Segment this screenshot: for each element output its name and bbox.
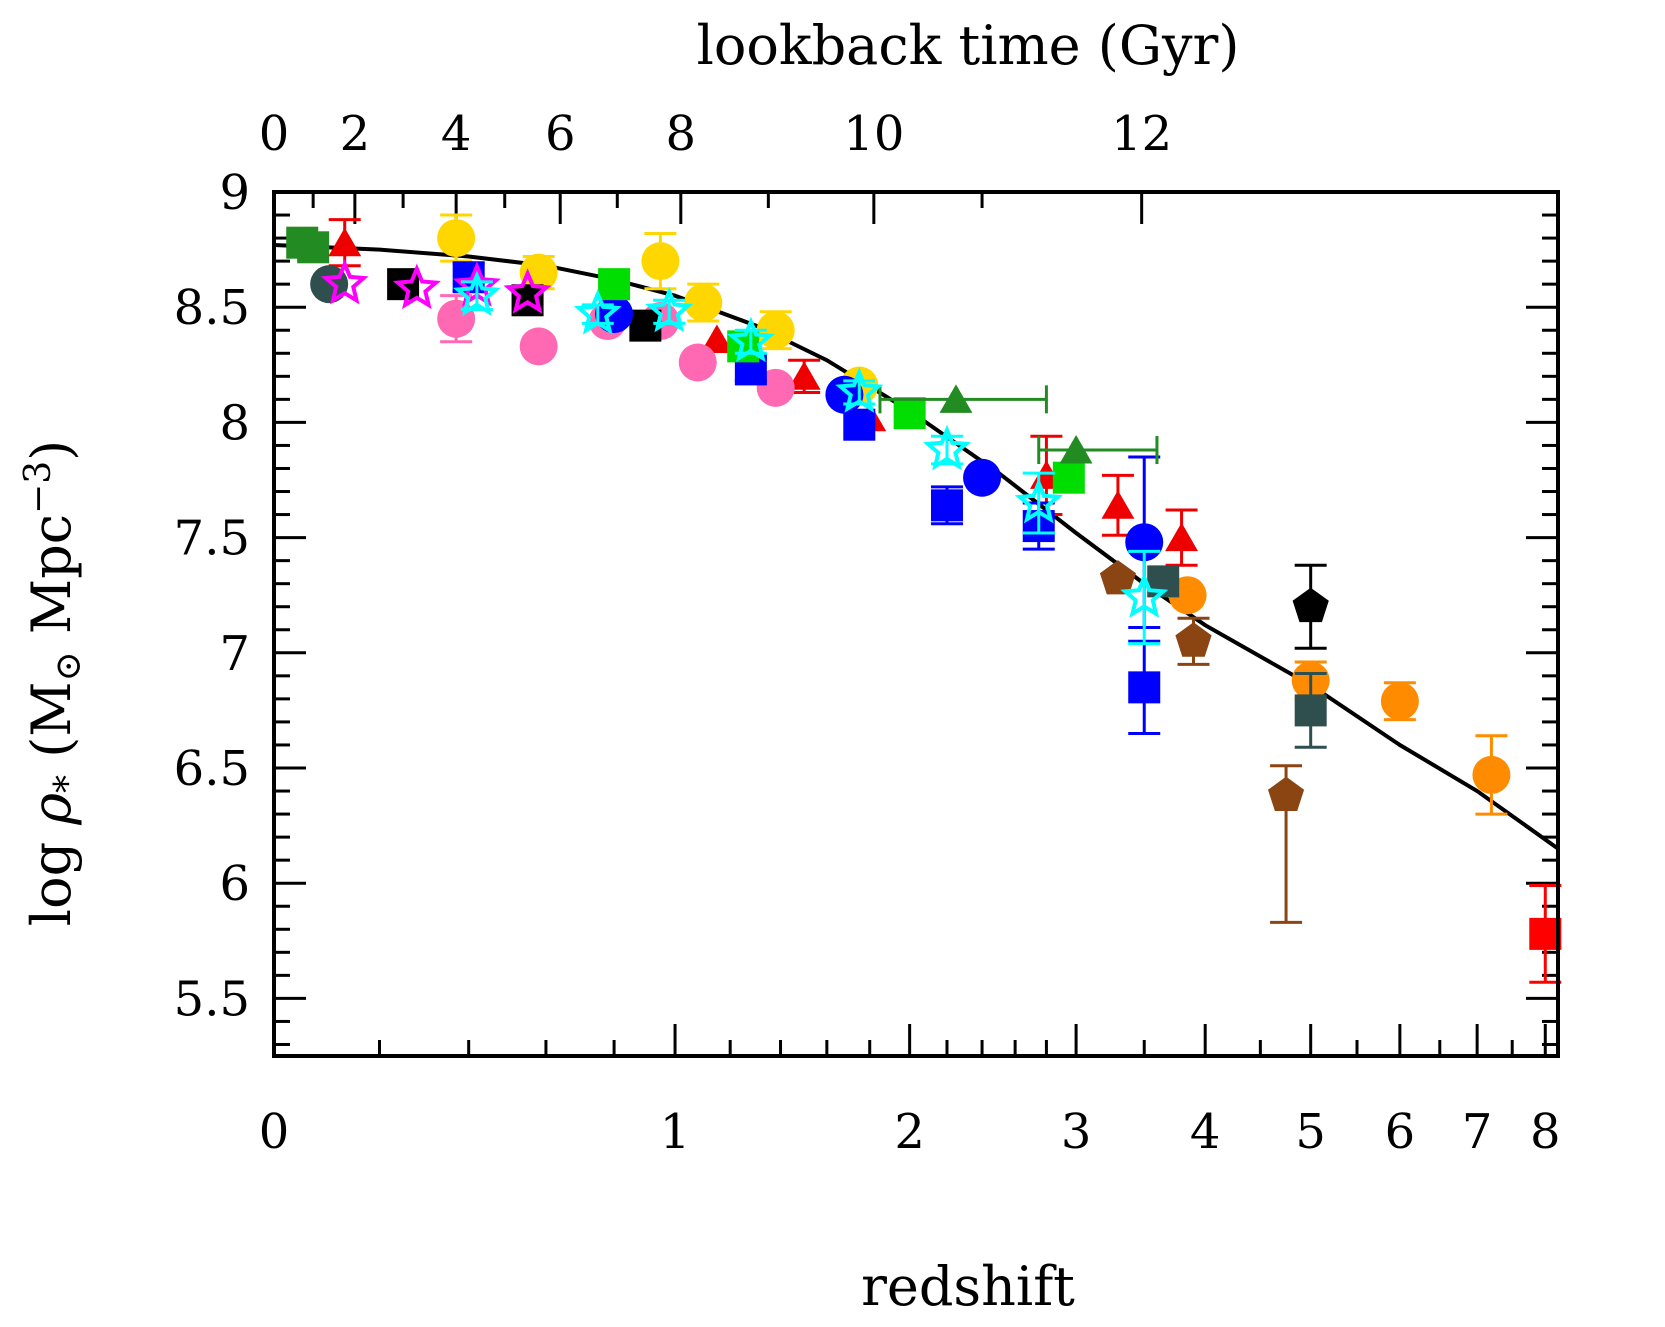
y-title-mpc: Mpc: [20, 514, 83, 651]
x2-tick-label: 2: [340, 106, 371, 162]
y-tick-label: 7.5: [174, 511, 250, 567]
data-point-square: [843, 408, 876, 441]
y-title-sun: ⊙: [48, 651, 89, 681]
y-tick-label: 8.5: [174, 280, 250, 336]
data-point-star: [645, 286, 694, 333]
data-point-triangle: [1059, 435, 1093, 464]
x-tick-label: 6: [1385, 1104, 1416, 1160]
data-point-circle: [1380, 682, 1419, 721]
data-points-layer: [286, 213, 1562, 984]
x-tick-label: 1: [660, 1104, 691, 1160]
data-point-triangle: [1101, 490, 1135, 519]
x2-tick-label: 6: [545, 106, 576, 162]
data-point-star: [392, 263, 441, 310]
model-curve-layer: [273, 243, 1560, 851]
y-title-log: log: [20, 825, 83, 927]
data-point-square: [598, 268, 631, 301]
data-point-square: [1128, 671, 1161, 704]
data-point-circle: [437, 299, 476, 338]
data-point-pentagon: [1268, 776, 1305, 811]
x-tick-label: 4: [1190, 1104, 1221, 1160]
x-tick-label: 2: [894, 1104, 925, 1160]
y-tick-label: 9: [219, 165, 250, 221]
x-tick-label: 3: [1061, 1104, 1092, 1160]
data-point-pentagon: [1292, 587, 1329, 623]
x2-tick-label: 8: [666, 106, 697, 162]
data-point-star: [835, 367, 884, 413]
data-point-circle: [1472, 755, 1511, 794]
x-tick-label: 8: [1530, 1104, 1561, 1160]
data-point-square: [297, 231, 330, 264]
plot-frame: [272, 190, 1560, 1058]
ticks-layer: 0 1 2 3 4 5 6 7 80 2 4 6 8 10 125.566.577.588.59: [174, 106, 1561, 1160]
data-point-star: [923, 424, 971, 471]
y-title-exp: −3: [18, 461, 59, 514]
x-tick-label: 0: [259, 1104, 290, 1160]
y-title-close: ): [20, 440, 83, 461]
y-title-rho: ρ: [20, 793, 83, 826]
model-curve: [273, 243, 1560, 851]
data-point-star: [452, 270, 501, 317]
x2-axis-title: lookback time (Gyr): [697, 14, 1240, 77]
x-axis-title: redshift: [861, 1255, 1075, 1318]
x2-tick-label: 0: [259, 106, 290, 162]
data-point-circle: [678, 343, 717, 382]
data-point-square: [930, 489, 963, 522]
data-point-circle: [684, 283, 723, 322]
data-point-circle: [437, 219, 476, 258]
data-point-triangle: [1165, 522, 1198, 552]
data-point-square: [1294, 694, 1327, 727]
data-point-circle: [963, 458, 1002, 497]
x2-tick-label: 10: [843, 106, 904, 162]
data-point-triangle: [328, 227, 362, 257]
y-axis-title: log ρ* (M⊙ Mpc−3): [18, 440, 89, 926]
data-point-star: [1014, 477, 1063, 524]
data-point-star: [573, 288, 622, 335]
data-point-star: [1120, 572, 1169, 618]
data-point-square: [1529, 917, 1562, 950]
data-point-star: [320, 259, 369, 305]
y-title-unit-m: (M: [20, 681, 83, 775]
data-point-triangle: [787, 361, 821, 390]
y-tick-label: 6: [219, 856, 250, 912]
y-title-star: *: [48, 775, 89, 793]
data-point-star: [503, 268, 552, 314]
y-tick-label: 5.5: [174, 971, 250, 1027]
data-point-pentagon: [1099, 560, 1136, 595]
data-point-square: [1052, 461, 1085, 494]
data-point-square: [893, 397, 926, 430]
axis-titles: redshift lookback time (Gyr) log ρ* (M⊙ …: [18, 14, 1239, 1318]
data-point-triangle: [700, 324, 734, 353]
x-tick-label: 7: [1462, 1104, 1493, 1160]
x-tick-label: 5: [1295, 1104, 1326, 1160]
data-point-circle: [519, 327, 558, 366]
x2-tick-label: 12: [1111, 106, 1172, 162]
x2-tick-label: 4: [441, 106, 472, 162]
y-tick-label: 8: [219, 395, 250, 451]
data-point-pentagon: [1175, 622, 1212, 657]
data-point-triangle: [939, 384, 973, 413]
y-tick-label: 7: [219, 626, 250, 682]
data-point-circle: [641, 242, 680, 281]
y-tick-label: 6.5: [174, 741, 250, 797]
data-point-star: [726, 316, 775, 363]
